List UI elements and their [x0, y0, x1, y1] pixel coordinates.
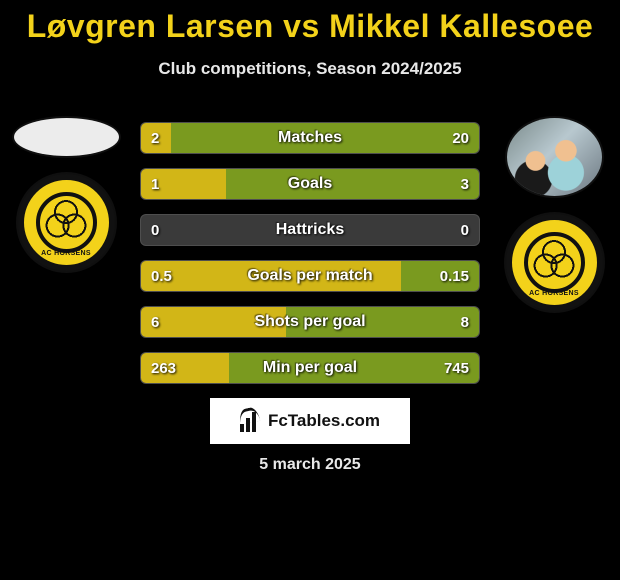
subtitle: Club competitions, Season 2024/2025 [0, 59, 620, 79]
player-right-name: Mikkel Kallesoee [329, 8, 593, 44]
club-logo-left-label: AC HORSENS [24, 250, 109, 257]
fctables-badge: FcTables.com [210, 398, 410, 444]
player-left-name: Løvgren Larsen [27, 8, 274, 44]
club-logo-right: AC HORSENS [506, 214, 603, 311]
bar-fill-left [141, 353, 229, 383]
bar-fill-left [141, 307, 286, 337]
club-logo-left: AC HORSENS [18, 174, 115, 271]
title-separator: vs [274, 8, 329, 44]
stat-row-hattricks: 0 0Hattricks [140, 214, 480, 246]
bar-fill-right [229, 353, 479, 383]
player-right-photo [507, 118, 602, 196]
right-column: AC HORSENS [494, 118, 614, 311]
bar-fill-left [141, 261, 401, 291]
stat-row-goals-per-match: 0.50.15Goals per match [140, 260, 480, 292]
bar-fill-left [141, 169, 226, 199]
page-title: Løvgren Larsen vs Mikkel Kallesoee [0, 0, 620, 45]
bar-label: Hattricks [141, 215, 479, 245]
bar-fill-right [171, 123, 479, 153]
bar-fill-right [401, 261, 479, 291]
stat-row-shots-per-goal: 68Shots per goal [140, 306, 480, 338]
stat-row-matches: 220Matches [140, 122, 480, 154]
bar-value-right: 0 [461, 215, 469, 245]
stat-row-min-per-goal: 263745Min per goal [140, 352, 480, 384]
bar-fill-right [226, 169, 480, 199]
club-logo-right-label: AC HORSENS [512, 290, 597, 297]
bar-fill-right [286, 307, 479, 337]
bar-fill-left [141, 123, 171, 153]
fctables-label: FcTables.com [268, 411, 380, 431]
bar-value-left: 0 [151, 215, 159, 245]
stat-row-goals: 13Goals [140, 168, 480, 200]
fctables-icon [240, 410, 262, 432]
date-label: 5 march 2025 [0, 456, 620, 474]
left-column: AC HORSENS [6, 118, 126, 271]
stat-bars: 220Matches 13Goals 0 0Hattricks 0.50.15Goals… [140, 122, 480, 384]
player-left-photo [14, 118, 119, 156]
